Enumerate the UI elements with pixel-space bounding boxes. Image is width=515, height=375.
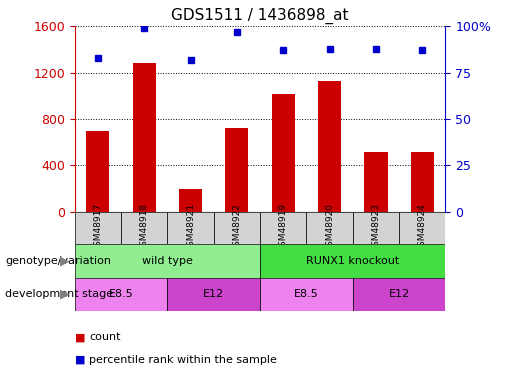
- Text: E8.5: E8.5: [109, 290, 133, 299]
- Bar: [133, 63, 156, 212]
- Text: E12: E12: [203, 290, 225, 299]
- Text: ■: ■: [75, 355, 89, 365]
- Bar: [75, 212, 121, 244]
- Text: GSM48921: GSM48921: [186, 202, 195, 252]
- Bar: [167, 278, 260, 311]
- Bar: [260, 212, 306, 244]
- Text: E12: E12: [388, 290, 410, 299]
- Bar: [353, 212, 399, 244]
- Text: GSM48920: GSM48920: [325, 202, 334, 252]
- Bar: [214, 212, 260, 244]
- Text: ■: ■: [75, 333, 89, 342]
- Text: GSM48922: GSM48922: [232, 203, 242, 252]
- Text: RUNX1 knockout: RUNX1 knockout: [306, 256, 400, 266]
- Text: development stage: development stage: [5, 290, 113, 299]
- Text: ▶: ▶: [60, 288, 70, 301]
- Text: GSM48919: GSM48919: [279, 202, 288, 252]
- Text: ▶: ▶: [60, 254, 70, 267]
- Bar: [179, 189, 202, 212]
- Text: E8.5: E8.5: [294, 290, 319, 299]
- Bar: [226, 128, 248, 212]
- Text: wild type: wild type: [142, 256, 193, 266]
- Bar: [410, 152, 434, 212]
- Text: GSM48918: GSM48918: [140, 202, 149, 252]
- Bar: [272, 93, 295, 212]
- Text: GSM48923: GSM48923: [371, 202, 381, 252]
- Text: GSM48917: GSM48917: [93, 202, 102, 252]
- Bar: [318, 81, 341, 212]
- Title: GDS1511 / 1436898_at: GDS1511 / 1436898_at: [171, 7, 349, 24]
- Bar: [260, 244, 445, 278]
- Text: count: count: [89, 333, 121, 342]
- Text: GSM48924: GSM48924: [418, 203, 427, 252]
- Bar: [75, 278, 167, 311]
- Bar: [364, 152, 387, 212]
- Text: percentile rank within the sample: percentile rank within the sample: [89, 355, 277, 365]
- Bar: [260, 278, 353, 311]
- Bar: [167, 212, 214, 244]
- Text: genotype/variation: genotype/variation: [5, 256, 111, 266]
- Bar: [121, 212, 167, 244]
- Bar: [353, 278, 445, 311]
- Bar: [75, 244, 260, 278]
- Bar: [86, 130, 109, 212]
- Bar: [306, 212, 353, 244]
- Bar: [399, 212, 445, 244]
